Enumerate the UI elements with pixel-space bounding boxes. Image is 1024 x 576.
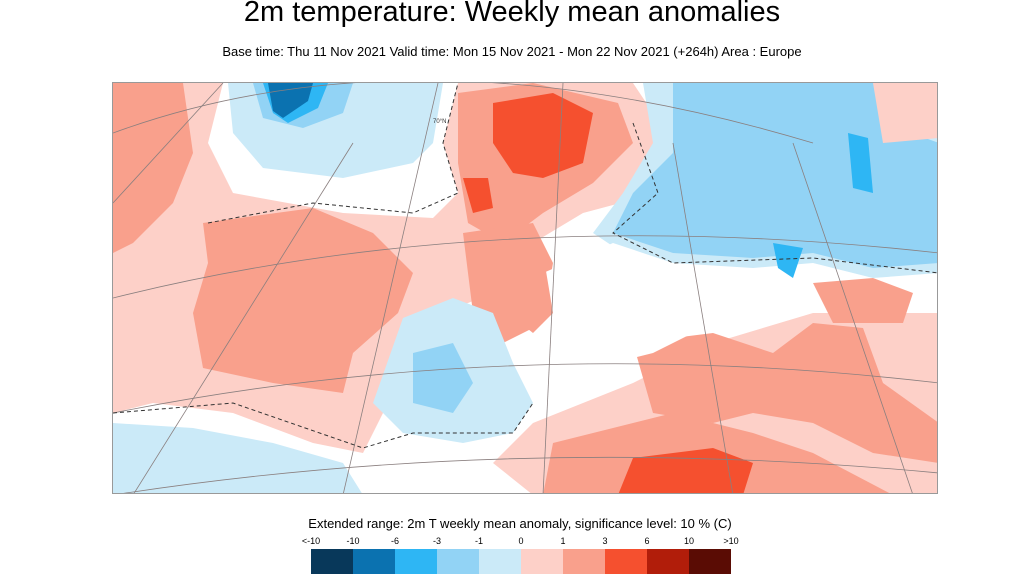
page-subtitle: Base time: Thu 11 Nov 2021 Valid time: M… (222, 44, 802, 59)
anomaly-region-minus3to-1 (413, 343, 473, 413)
legend-swatch (647, 549, 689, 574)
graticule (113, 83, 937, 493)
legend-label: 6 (644, 536, 650, 546)
anomaly-region-1to3 (633, 323, 937, 463)
legend-label: >10 (723, 536, 739, 546)
anomaly-region-3to6 (463, 178, 493, 213)
anomaly-region-3to6 (493, 93, 593, 178)
legend-colorbar (311, 549, 731, 574)
legend-label: -1 (474, 536, 484, 546)
legend-label: -10 (346, 536, 360, 546)
significance-contour (113, 83, 937, 449)
legend-label: <-10 (301, 536, 321, 546)
legend-swatch (353, 549, 395, 574)
anomaly-region-1to3 (813, 278, 913, 323)
legend-label: 3 (602, 536, 608, 546)
legend-label: -6 (390, 536, 400, 546)
legend-swatch (521, 549, 563, 574)
legend-swatch (437, 549, 479, 574)
legend-label: -3 (432, 536, 442, 546)
anomaly-region-minus1to0 (113, 423, 362, 493)
anomaly-region-minus6to-3 (773, 243, 803, 278)
anomaly-region-minus10to-6 (268, 83, 313, 118)
legend-swatch (689, 549, 731, 574)
page-title: 2m temperature: Weekly mean anomalies (243, 0, 781, 28)
anomaly-region-1to3 (508, 253, 553, 333)
anomaly-region-minus3to-1 (613, 83, 937, 268)
legend-label: 10 (683, 536, 695, 546)
anomaly-region-minus6to-3 (848, 133, 873, 193)
legend-swatch (605, 549, 647, 574)
legend-swatch (479, 549, 521, 574)
legend-swatch (563, 549, 605, 574)
legend-swatch (311, 549, 353, 574)
anomaly-map: 70°N (112, 82, 938, 494)
legend-swatch (395, 549, 437, 574)
legend-title: Extended range: 2m T weekly mean anomaly… (308, 516, 732, 531)
anomaly-region-1to3 (193, 208, 413, 393)
anomaly-region-1to3 (113, 83, 193, 253)
legend-label: 0 (518, 536, 524, 546)
legend-label: 1 (560, 536, 566, 546)
map-canvas: 70°N (113, 83, 937, 493)
legend-labels: <-10 -10 -6 -3 -1 0 1 3 6 10 >10 (302, 536, 739, 548)
anomaly-region-0to1 (873, 83, 937, 143)
anomaly-region-neutral (543, 243, 733, 363)
graticule-label: 70°N (433, 119, 446, 125)
